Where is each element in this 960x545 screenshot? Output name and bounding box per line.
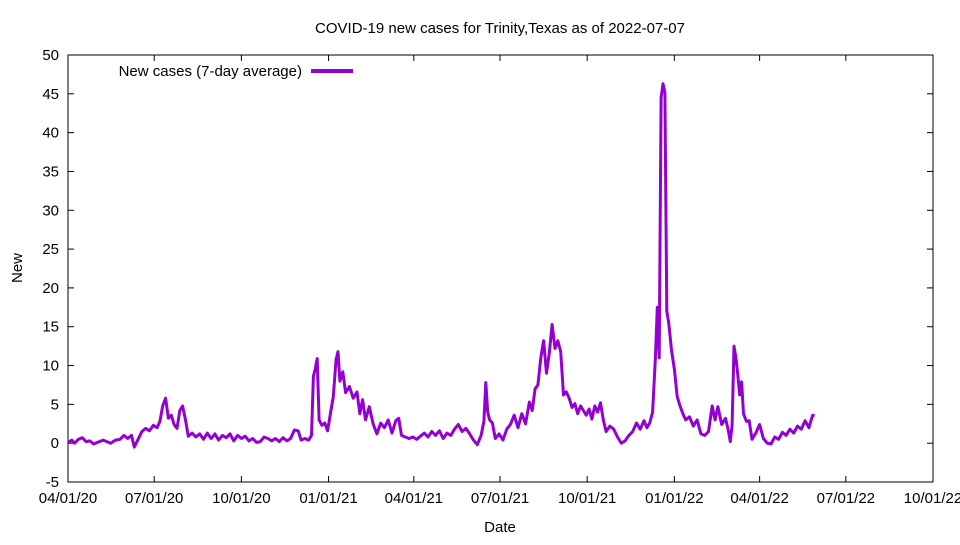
plot-area-frame [67, 54, 934, 483]
y-tick-label: 15 [42, 319, 59, 336]
y-axis-label: New [9, 253, 26, 283]
y-tick-label: 0 [51, 435, 59, 452]
x-tick-label: 07/01/21 [471, 490, 529, 507]
x-tick-label: 04/01/21 [385, 490, 443, 507]
y-tick-label: 45 [42, 86, 59, 103]
y-axis: -5 0 5 10 15 20 25 30 35 40 45 50 [42, 47, 933, 491]
y-tick-label: -5 [46, 474, 59, 491]
y-tick-label: 35 [42, 163, 59, 180]
x-tick-label: 07/01/22 [817, 490, 875, 507]
x-tick-label: 04/01/22 [730, 490, 788, 507]
y-tick-label: 5 [51, 396, 59, 413]
x-tick-label: 10/01/21 [558, 490, 616, 507]
legend-label: New cases (7-day average) [119, 63, 302, 80]
series-layer [67, 82, 815, 449]
x-tick-label: 04/01/20 [39, 490, 97, 507]
x-tick-label: 10/01/22 [904, 490, 960, 507]
x-axis: 04/01/20 07/01/20 10/01/20 01/01/21 04/01/21… [39, 55, 960, 507]
y-tick-label: 50 [42, 47, 59, 64]
x-tick-label: 01/01/22 [645, 490, 703, 507]
y-tick-label: 40 [42, 125, 59, 142]
y-tick-label: 20 [42, 280, 59, 297]
x-axis-label: Date [484, 519, 516, 536]
x-tick-label: 01/01/21 [299, 490, 357, 507]
y-tick-label: 10 [42, 358, 59, 375]
x-tick-label: 07/01/20 [125, 490, 183, 507]
chart-title: COVID-19 new cases for Trinity,Texas as … [315, 20, 685, 37]
y-tick-label: 30 [42, 202, 59, 219]
y-tick-label: 25 [42, 241, 59, 258]
legend: New cases (7-day average) [119, 63, 353, 80]
x-tick-label: 10/01/20 [212, 490, 270, 507]
series-line [67, 82, 815, 449]
